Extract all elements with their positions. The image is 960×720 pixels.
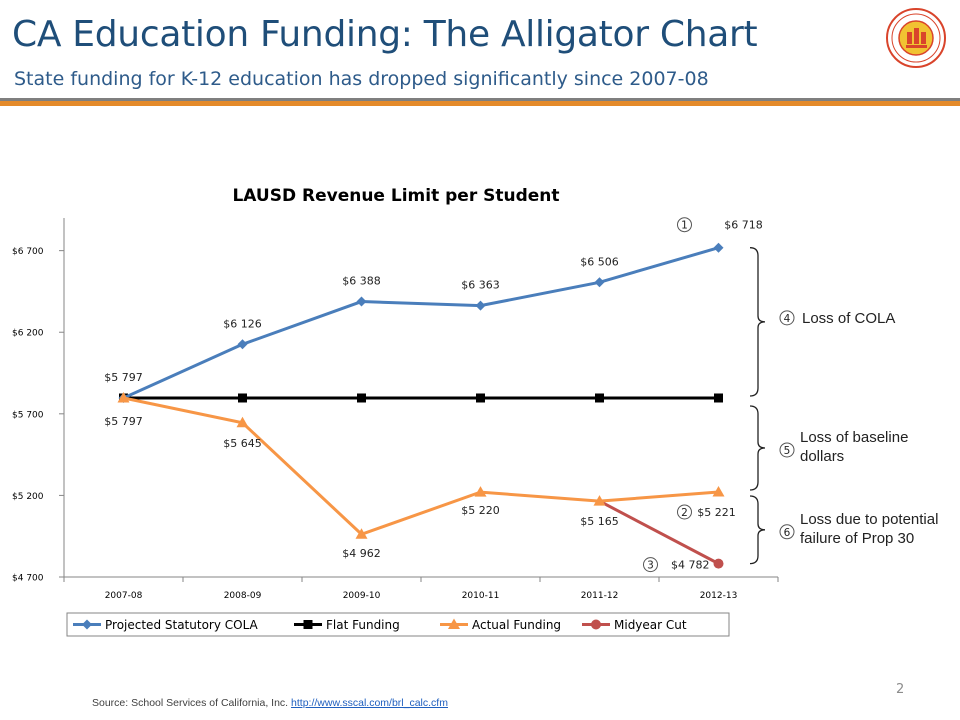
source-link[interactable]: http://www.sscal.com/brl_calc.cfm — [291, 697, 448, 709]
callout-number: 4 — [784, 313, 791, 325]
callout-circle — [779, 310, 795, 326]
x-tick-label: 2008-09 — [224, 591, 262, 601]
legend-item: Actual Funding — [440, 618, 561, 632]
data-label: $6 506 — [580, 255, 619, 268]
data-label: $6 388 — [342, 275, 381, 288]
annotation-line: Loss of baseline — [800, 429, 908, 446]
callout-circle — [779, 442, 795, 458]
bracket-loss-prop30 — [749, 495, 766, 565]
callout-number: 3 — [647, 560, 654, 572]
data-point — [238, 393, 247, 403]
x-tick-label: 2010-11 — [462, 591, 500, 601]
data-point — [357, 393, 366, 403]
series-line — [123, 396, 719, 536]
data-point — [594, 277, 605, 288]
data-point — [117, 391, 130, 403]
legend-item: Flat Funding — [294, 618, 400, 632]
y-tick-label: $6 700 — [12, 247, 44, 257]
callout-circle — [677, 504, 692, 520]
lausd-seal-icon — [886, 8, 946, 68]
data-point — [355, 528, 368, 539]
series-projected-statutory-cola — [118, 242, 724, 403]
legend-swatch-marker — [82, 619, 92, 630]
data-point — [713, 242, 724, 253]
data-point — [593, 495, 606, 506]
data-label: $4 782 — [671, 559, 710, 572]
annotation-loss-prop30: Loss due to potential failure of Prop 30 — [800, 511, 938, 547]
callout-2: 2 — [677, 504, 692, 520]
series-midyear-cut — [598, 499, 724, 569]
series-line — [598, 499, 720, 565]
chart-plot-background — [0, 170, 960, 650]
data-point — [356, 296, 367, 307]
data-label: $5 220 — [461, 504, 500, 517]
page-number: 2 — [896, 682, 905, 697]
y-tick-label: $5 200 — [12, 492, 44, 502]
callout-3: 3 — [643, 557, 658, 573]
data-label: $5 221 — [697, 506, 736, 519]
data-label: $4 962 — [342, 547, 381, 560]
legend-label: Midyear Cut — [614, 618, 687, 632]
legend-box — [66, 612, 730, 637]
data-point — [714, 393, 723, 403]
series-line — [122, 246, 719, 400]
annotation-loss-of-baseline: Loss of baseline dollars — [800, 429, 908, 465]
callout-number: 2 — [681, 507, 688, 519]
callout-number: 5 — [784, 445, 791, 457]
data-point — [474, 486, 487, 497]
annotation-line: failure of Prop 30 — [800, 530, 914, 547]
callout-1: 1 — [677, 217, 692, 233]
data-label: $6 126 — [223, 317, 262, 330]
legend-swatch-marker — [448, 618, 460, 629]
x-tick-label: 2011-12 — [581, 591, 619, 601]
source-note: Source: School Services of California, I… — [92, 697, 448, 709]
x-tick-label: 2007-08 — [105, 591, 143, 601]
callout-circle — [643, 557, 658, 573]
legend-label: Flat Funding — [326, 618, 400, 632]
data-point — [712, 485, 725, 497]
callout-6: 6 — [779, 524, 795, 540]
x-tick-label: 2012-13 — [700, 591, 738, 601]
bracket-loss-of-baseline — [749, 405, 766, 491]
callout-circle — [779, 524, 795, 540]
y-tick-label: $6 200 — [12, 329, 44, 339]
callout-number: 1 — [681, 220, 688, 232]
data-point — [476, 393, 485, 403]
data-label: $6 363 — [461, 279, 500, 292]
callout-number: 6 — [784, 527, 791, 539]
alligator-chart: LAUSD Revenue Limit per Student $4 700 $5… — [0, 170, 960, 650]
annotation-line: dollars — [800, 448, 844, 465]
annotation-line: Loss due to potential — [800, 511, 938, 528]
data-label: $5 645 — [223, 437, 262, 450]
annotation-loss-of-cola: Loss of COLA — [802, 310, 895, 327]
data-point — [595, 393, 604, 403]
callout-circle — [677, 217, 692, 233]
page-title: CA Education Funding: The Alligator Char… — [12, 14, 758, 55]
chart-title: LAUSD Revenue Limit per Student — [232, 186, 559, 206]
y-tick-label: $4 700 — [12, 574, 44, 584]
callout-4: 4 — [779, 310, 795, 326]
data-label: $5 797 — [104, 371, 143, 384]
data-point — [713, 558, 724, 569]
data-point — [475, 300, 486, 311]
data-point — [237, 339, 248, 350]
y-tick-label: $5 700 — [12, 410, 44, 420]
data-label: $5 165 — [580, 515, 619, 528]
bracket-loss-of-cola — [749, 247, 766, 397]
series-actual-funding — [117, 391, 725, 539]
legend-label: Projected Statutory COLA — [105, 618, 259, 632]
data-label: $6 718 — [724, 219, 763, 232]
header-rule-orange — [0, 101, 960, 106]
legend-swatch-marker — [591, 619, 601, 630]
data-label: $5 797 — [104, 415, 143, 428]
callout-5: 5 — [779, 442, 795, 458]
legend-swatch-marker — [303, 620, 313, 629]
legend-item: Midyear Cut — [582, 618, 687, 632]
page-subtitle: State funding for K-12 education has dro… — [14, 68, 709, 90]
source-prefix: Source: School Services of California, I… — [92, 697, 289, 709]
legend-item: Projected Statutory COLA — [73, 618, 259, 632]
data-point — [236, 416, 249, 428]
legend-label: Actual Funding — [472, 618, 561, 632]
x-tick-label: 2009-10 — [343, 591, 381, 601]
